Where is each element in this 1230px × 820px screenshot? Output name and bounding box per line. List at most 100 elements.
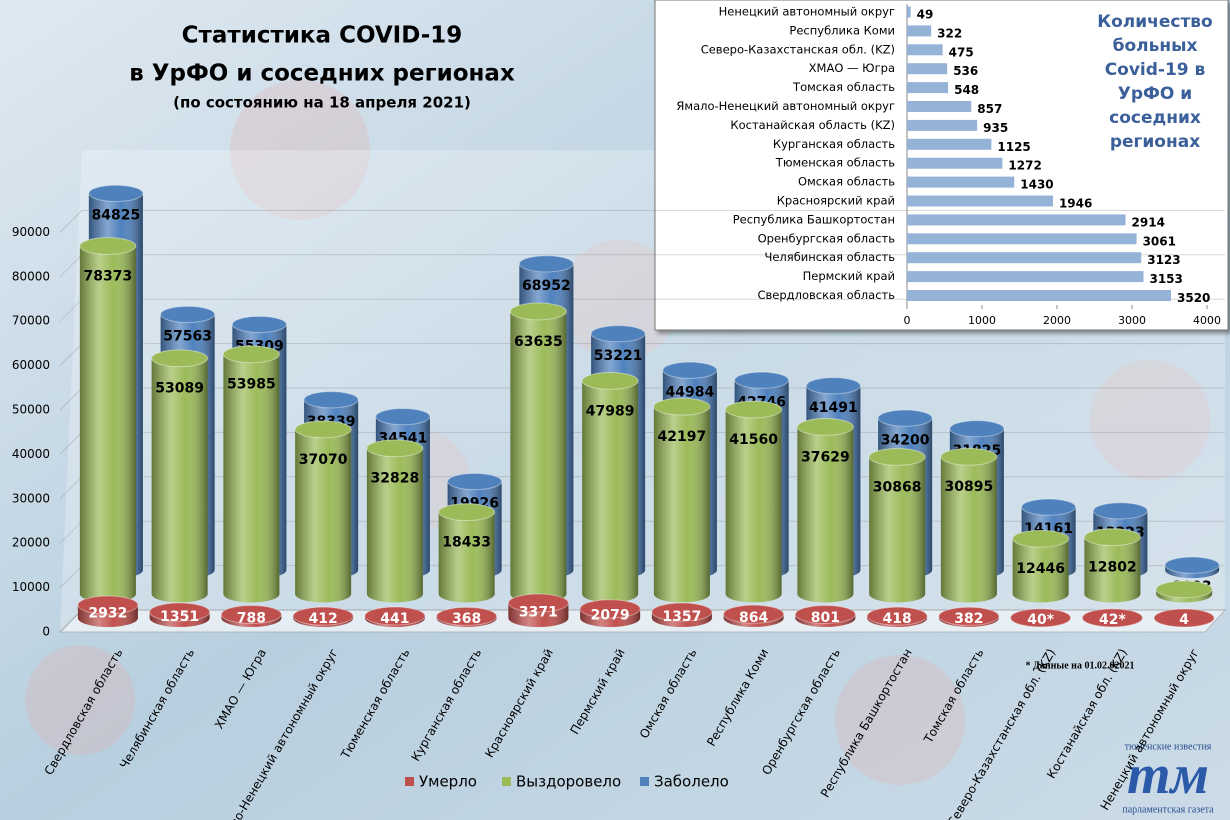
cylinder-top bbox=[149, 602, 211, 622]
cylinder-top bbox=[294, 420, 352, 439]
bar bbox=[907, 271, 1144, 283]
x-tick-label: 1000 bbox=[968, 314, 996, 327]
cylinder: 788 bbox=[220, 605, 282, 627]
cylinder-top bbox=[220, 605, 282, 625]
value-label: 2932 bbox=[88, 605, 127, 621]
value-label: 788 bbox=[237, 610, 266, 626]
value-label: 536 bbox=[953, 64, 978, 78]
cylinder-top bbox=[438, 503, 496, 522]
chart-title: Статистика COVID-19 bbox=[182, 23, 463, 49]
value-label: 37629 bbox=[801, 449, 850, 465]
value-label: 32828 bbox=[371, 471, 420, 487]
cylinder-top bbox=[723, 604, 785, 624]
cylinder: 37629 bbox=[796, 418, 854, 603]
y-tick-label: Пермский край bbox=[803, 269, 895, 283]
cylinder-shade bbox=[79, 237, 136, 603]
value-label: 53221 bbox=[594, 348, 643, 364]
chart-subtitle: в УрФО и соседних регионах bbox=[129, 61, 515, 87]
legend-label: Умерло bbox=[419, 773, 477, 791]
value-label: 49 bbox=[917, 8, 934, 22]
legend-swatch bbox=[640, 777, 649, 786]
cylinder-top bbox=[447, 472, 503, 491]
cylinder: 63635 bbox=[509, 302, 567, 603]
cylinder-top bbox=[1012, 529, 1070, 548]
x-tick-label: 4000 bbox=[1193, 314, 1221, 327]
value-label: 322 bbox=[937, 26, 962, 40]
cylinder-top bbox=[794, 604, 856, 624]
y-tick-label: Республика Башкортостан bbox=[733, 212, 895, 226]
cylinder: 2079 bbox=[579, 599, 641, 627]
value-label: 1357 bbox=[662, 609, 701, 625]
y-tick-label: Тюменская область bbox=[775, 156, 895, 170]
cylinder: 801 bbox=[794, 604, 856, 627]
cylinder-top bbox=[1153, 608, 1215, 628]
cylinder-top bbox=[938, 606, 1000, 626]
cylinder: 368 bbox=[436, 606, 498, 627]
cylinder-top bbox=[1083, 528, 1141, 547]
cylinder-top bbox=[509, 302, 567, 321]
cylinder-top bbox=[866, 606, 928, 626]
cylinder-top bbox=[231, 315, 287, 334]
cylinder: 12802 bbox=[1083, 528, 1141, 603]
value-label: 368 bbox=[452, 611, 481, 627]
value-label: 1946 bbox=[1059, 197, 1092, 211]
y-tick-label: 90000 bbox=[12, 225, 50, 239]
value-label: 57563 bbox=[163, 329, 212, 345]
cylinder-top bbox=[662, 361, 718, 379]
cylinder: 441 bbox=[364, 606, 426, 627]
cylinder: 41560 bbox=[725, 400, 783, 603]
cylinder-top bbox=[79, 237, 137, 255]
value-label: 3371 bbox=[519, 605, 558, 621]
x-tick-label: 3000 bbox=[1118, 314, 1146, 327]
y-tick-label: Свердловская область bbox=[757, 288, 895, 302]
value-label: 53089 bbox=[155, 381, 204, 397]
cylinder-top bbox=[940, 447, 998, 466]
cylinder-top bbox=[651, 602, 713, 622]
value-label: 42* bbox=[1099, 612, 1126, 628]
chart-note: (по состоянию на 18 апреля 2021) bbox=[173, 94, 471, 112]
cylinder-top bbox=[77, 595, 139, 615]
cylinder-top bbox=[366, 439, 424, 458]
cylinder-top bbox=[303, 391, 359, 409]
cylinder: 4 bbox=[1153, 608, 1215, 628]
cylinder-shade bbox=[1084, 528, 1141, 603]
bar bbox=[907, 101, 972, 112]
cylinder-shade bbox=[510, 303, 567, 603]
value-label: 68952 bbox=[522, 278, 571, 294]
legend-label: Выздоровело bbox=[516, 773, 621, 791]
cylinder: 1040 bbox=[1155, 580, 1213, 628]
bar bbox=[907, 252, 1142, 264]
inset-title: Количество больных Covid-19 в УрФО и сос… bbox=[1097, 12, 1213, 152]
cylinder: 47989 bbox=[581, 372, 639, 603]
cylinder-top bbox=[1021, 498, 1077, 516]
bar bbox=[907, 63, 948, 75]
cylinder-shade bbox=[223, 345, 280, 603]
cylinder-shade bbox=[725, 401, 782, 603]
value-label: 857 bbox=[977, 102, 1002, 116]
bar bbox=[907, 290, 1171, 301]
cylinder-top bbox=[590, 325, 646, 343]
cylinder-shade bbox=[797, 418, 854, 603]
cylinder-shade bbox=[295, 421, 352, 603]
bar bbox=[907, 25, 932, 37]
value-label: 78373 bbox=[84, 268, 133, 284]
x-tick-label: 0 bbox=[904, 314, 911, 327]
cylinder: 3371 bbox=[507, 593, 569, 627]
cylinder: 42197 bbox=[653, 397, 711, 603]
value-label: 44984 bbox=[666, 384, 715, 400]
value-label: 382 bbox=[954, 611, 983, 627]
cylinder: 412 bbox=[292, 606, 354, 627]
y-tick-label: 20000 bbox=[12, 536, 50, 550]
y-tick-label: ХМАО — Югра bbox=[809, 61, 895, 75]
y-tick-label: Омская область bbox=[798, 175, 895, 189]
value-label: 801 bbox=[811, 610, 840, 626]
cylinder-top bbox=[581, 372, 639, 390]
cylinder: 78373 bbox=[79, 237, 137, 603]
cylinder: 2932 bbox=[77, 595, 139, 627]
cylinder-top bbox=[1081, 608, 1143, 628]
y-tick-label: Ямало-Ненецкий автономный округ bbox=[676, 99, 895, 113]
cylinder-top bbox=[151, 349, 209, 368]
cylinder-top bbox=[436, 606, 498, 626]
